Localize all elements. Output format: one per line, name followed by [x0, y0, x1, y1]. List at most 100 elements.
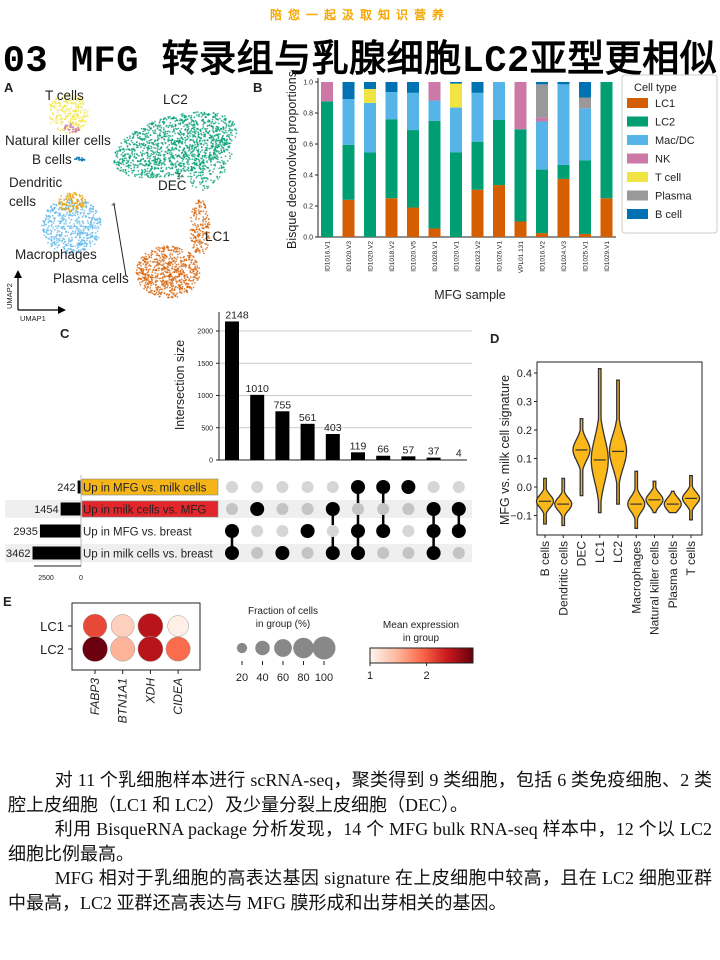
umap-point	[173, 256, 176, 259]
umap-point	[136, 166, 139, 169]
umap-point	[130, 161, 132, 164]
umap-point	[202, 219, 204, 222]
umap-point	[159, 280, 162, 282]
umap-point	[199, 174, 202, 177]
umap-point	[142, 259, 145, 262]
umap-point	[183, 169, 186, 172]
umap-point	[83, 113, 86, 115]
umap-point	[200, 181, 203, 184]
umap-point	[65, 223, 68, 225]
umap-point	[139, 173, 142, 175]
umap-point	[203, 238, 205, 241]
umap-point	[133, 165, 136, 167]
umap-point	[153, 152, 155, 155]
umap-point	[163, 275, 166, 277]
umap-point	[164, 164, 166, 166]
umap-point	[197, 143, 200, 146]
umap-point	[208, 113, 211, 116]
umap-point	[180, 248, 183, 251]
umap-point	[167, 149, 169, 152]
umap-point	[155, 291, 158, 294]
umap-point	[191, 282, 194, 285]
umap-point	[201, 155, 204, 158]
umap-point	[50, 206, 52, 208]
umap-point	[195, 228, 198, 231]
umap-point	[181, 120, 184, 122]
umap-point	[69, 193, 72, 196]
umap-point	[136, 153, 139, 155]
x-tick-label: ID1023.V2	[475, 241, 482, 272]
umap-point	[185, 258, 188, 261]
umap-point	[69, 245, 72, 248]
umap-point	[167, 157, 170, 160]
umap-point	[59, 103, 61, 106]
umap-point	[68, 204, 71, 207]
bar-segment-b-cell	[579, 82, 591, 98]
umap-point	[97, 227, 100, 230]
umap-point	[225, 135, 228, 138]
umap-point	[192, 256, 195, 258]
umap-point	[45, 231, 48, 234]
umap-point	[205, 113, 208, 116]
umap-point	[194, 160, 197, 162]
umap-point	[146, 258, 149, 261]
umap-point	[140, 146, 142, 149]
umap-point	[81, 159, 84, 162]
x-tick-label: Natural killer cells	[648, 541, 662, 635]
umap-point	[216, 154, 218, 157]
umap-point	[196, 111, 199, 113]
umap-point	[147, 291, 150, 294]
umap-point	[189, 279, 192, 282]
umap-point	[159, 247, 162, 250]
umap-point	[163, 153, 166, 156]
umap-point	[143, 260, 146, 263]
umap-point	[73, 114, 76, 116]
umap-point	[50, 224, 53, 226]
umap-point	[64, 125, 67, 127]
umap-point	[218, 129, 221, 132]
umap-point	[212, 127, 215, 130]
umap-point	[195, 248, 197, 251]
legend-label: T cell	[655, 172, 681, 184]
umap-point	[86, 243, 89, 245]
umap-point	[194, 260, 197, 263]
umap-point	[81, 199, 84, 202]
umap-point	[49, 215, 51, 218]
plot-frame	[536, 361, 703, 536]
umap-point	[187, 166, 190, 169]
umap-point	[60, 201, 63, 204]
bar-value-label: 403	[324, 422, 342, 434]
umap-point	[151, 253, 154, 256]
x-tick-label: ID1016.V2	[540, 241, 547, 272]
umap-point	[56, 246, 59, 249]
umap-point	[177, 127, 180, 130]
umap-point	[57, 102, 59, 104]
umap-point	[144, 266, 147, 269]
umap-point	[186, 124, 188, 126]
umap-point	[77, 107, 80, 110]
umap-point	[182, 279, 185, 282]
umap-point	[189, 144, 191, 146]
umap-point	[197, 202, 200, 205]
umap-point	[161, 247, 164, 250]
umap-point	[65, 105, 68, 107]
umap-point	[194, 129, 196, 131]
umap-point	[166, 265, 169, 268]
umap-point	[193, 229, 196, 232]
umap-point	[175, 265, 178, 268]
umap-point	[84, 115, 87, 118]
umap-point	[122, 159, 125, 162]
umap-point	[192, 208, 194, 211]
matrix-dot-inactive	[251, 525, 264, 537]
umap-point	[207, 223, 209, 225]
y-tick-label: 0.8	[303, 111, 313, 118]
umap-point	[76, 247, 79, 249]
bar-segment-lc2	[514, 129, 527, 222]
umap-point	[163, 247, 166, 249]
umap-point	[59, 220, 62, 223]
umap-point	[60, 195, 62, 197]
umap-point	[202, 216, 205, 218]
umap-point	[202, 184, 205, 187]
umap-point	[51, 214, 54, 217]
umap-point	[235, 132, 238, 135]
